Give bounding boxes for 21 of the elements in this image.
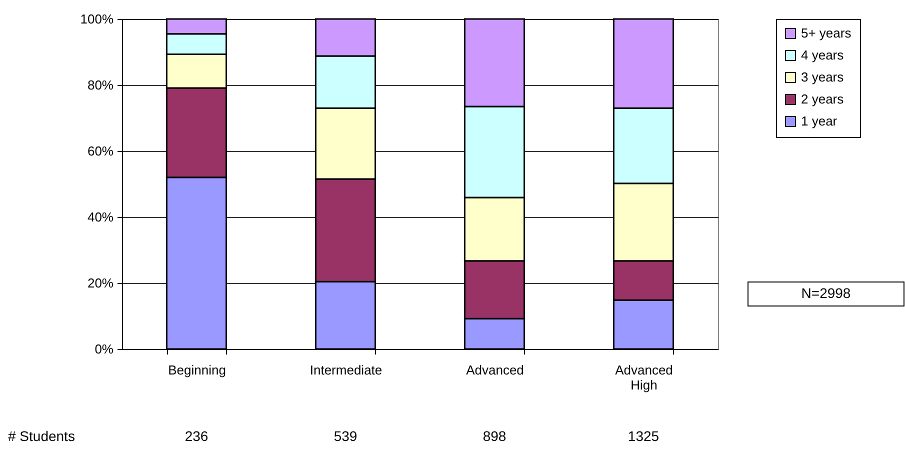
y-tick-label: 0% [94, 342, 114, 356]
text: 539 [334, 428, 358, 444]
x-tick-label: Advanced [466, 362, 524, 378]
legend-label: 1 year [801, 114, 838, 128]
text: # Students [8, 428, 75, 444]
y-tick-label: 20% [87, 276, 114, 290]
legend-label: 4 years [801, 48, 844, 62]
y-tick-label: 60% [87, 144, 114, 158]
y-tick-label: 80% [87, 78, 114, 92]
x-tick-label: Intermediate [310, 362, 382, 378]
text: 236 [184, 428, 208, 444]
text: 898 [482, 428, 506, 444]
legend-label: 2 years [801, 92, 844, 106]
y-tick-label: 40% [87, 210, 114, 224]
legend-label: 5+ years [801, 26, 852, 40]
x-tick-label: Advanced High [615, 362, 673, 392]
text: N=2998 [801, 285, 851, 301]
y-tick-label: 100% [80, 12, 114, 26]
text: 1325 [628, 428, 660, 444]
legend-label: 3 years [801, 70, 844, 84]
x-tick-label: Beginning [168, 362, 226, 378]
